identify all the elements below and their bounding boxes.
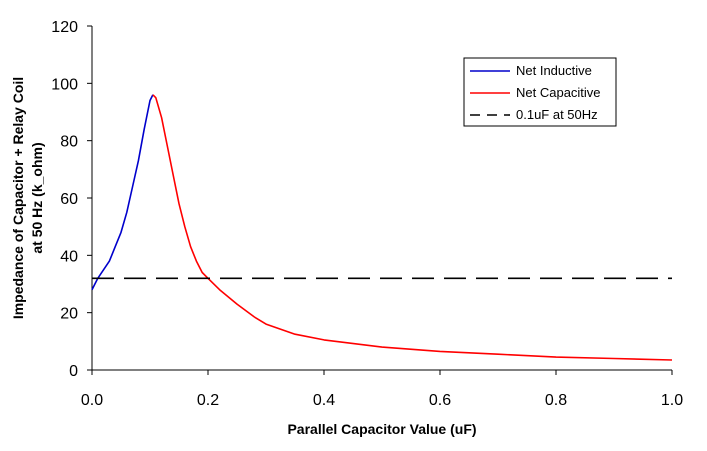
x-tick-label: 1.0 — [661, 392, 683, 409]
series-lines — [91, 94, 673, 361]
legend-label-net-capacitive: Net Capacitive — [516, 85, 601, 100]
legend-label-reference: 0.1uF at 50Hz — [516, 107, 598, 122]
x-axis-title: Parallel Capacitor Value (uF) — [287, 421, 476, 437]
series-line-net-inductive — [91, 94, 154, 291]
series-line-net-capacitive — [152, 94, 673, 361]
y-ticks: 0 20 40 60 80 100 120 — [51, 19, 92, 380]
x-tick-label: 0.6 — [429, 392, 451, 409]
y-axis-title-line-2: at 50 Hz (k_ohm) — [29, 142, 45, 253]
legend: Net Inductive Net Capacitive 0.1uF at 50… — [463, 57, 617, 127]
x-ticks: 0.0 0.2 0.4 0.6 0.8 1.0 — [81, 370, 683, 409]
legend-label-net-inductive: Net Inductive — [516, 63, 592, 78]
y-axis-title-line-1: Impedance of Capacitor + Relay Coil — [10, 77, 26, 319]
x-tick-label: 0.0 — [81, 392, 103, 409]
y-tick-label: 60 — [60, 191, 78, 208]
y-tick-label: 80 — [60, 134, 78, 151]
y-tick-label: 120 — [51, 19, 78, 36]
y-tick-label: 100 — [51, 76, 78, 93]
x-tick-label: 0.4 — [313, 392, 335, 409]
x-tick-label: 0.8 — [545, 392, 567, 409]
x-tick-label: 0.2 — [197, 392, 219, 409]
y-tick-label: 20 — [60, 306, 78, 323]
y-tick-label: 0 — [69, 363, 78, 380]
y-tick-label: 40 — [60, 248, 78, 265]
